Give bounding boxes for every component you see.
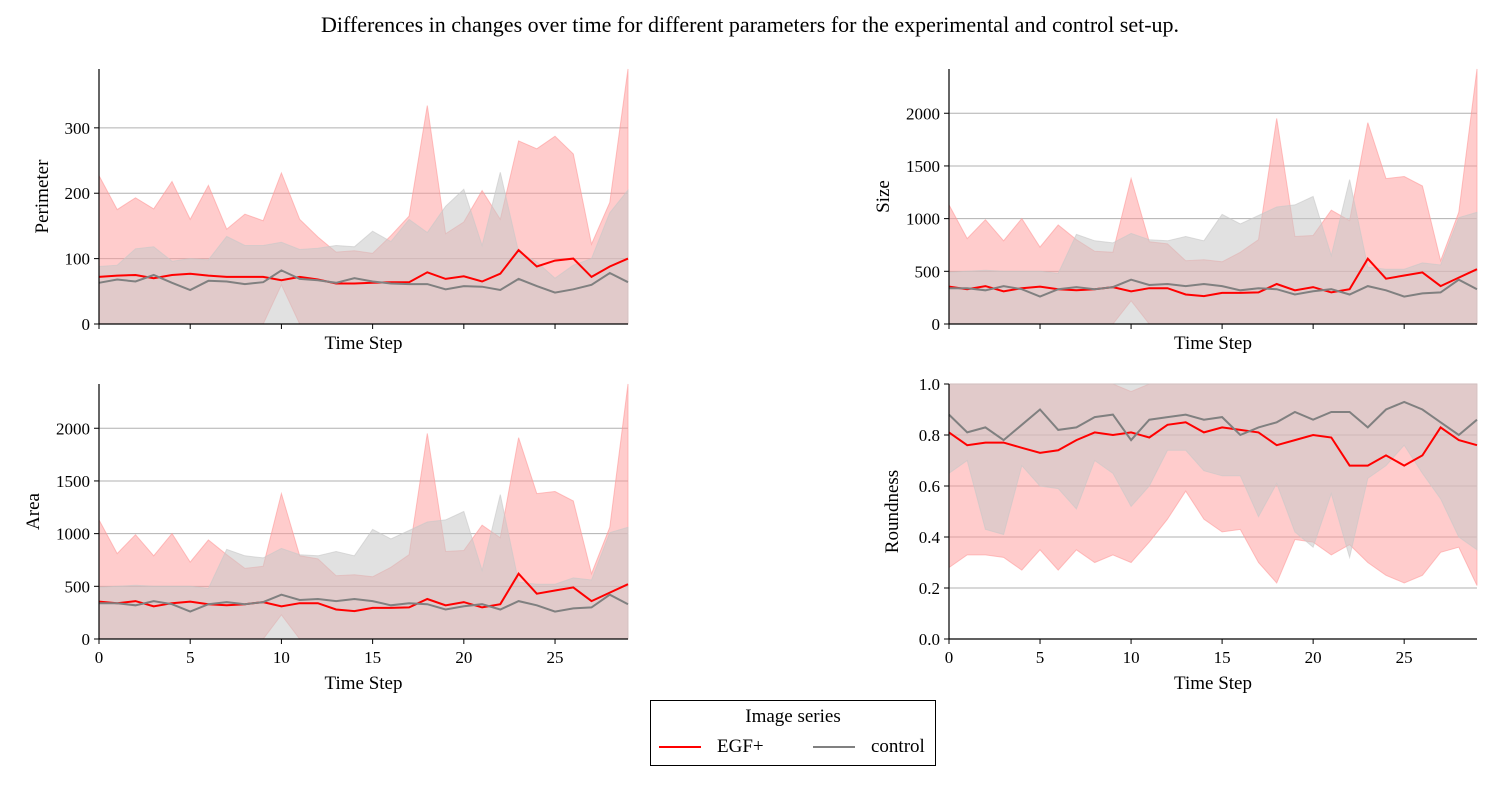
- legend-title: Image series: [745, 706, 841, 727]
- series-line-control: [99, 593, 629, 613]
- y-tick-label: 100: [65, 250, 91, 269]
- legend-label-control: control: [871, 736, 925, 757]
- series-line-egf: [948, 421, 1478, 467]
- y-tick-label: 0.0: [919, 630, 940, 649]
- x-tick-label: 25: [547, 648, 564, 667]
- series-line-control: [948, 400, 1478, 442]
- y-tick-label: 1500: [906, 157, 940, 176]
- legend: Image series EGF+ control: [650, 700, 936, 766]
- x-tick-label: 5: [1036, 648, 1045, 667]
- legend-label-egf: EGF+: [717, 736, 764, 757]
- y-axis-label: Perimeter: [32, 159, 53, 234]
- y-tick-label: 1.0: [919, 375, 940, 394]
- legend-entry-control: control: [813, 736, 933, 758]
- x-tick-label: 10: [1123, 648, 1140, 667]
- subplot-roundness: 0.0 0.2 0.4 0.6 0.8 1.0 0 5 10 15 20 25 Time Step Rou…: [882, 375, 1478, 694]
- x-tick-label: 0: [95, 648, 104, 667]
- series-line-egf: [98, 248, 629, 285]
- y-tick-label: 0: [82, 630, 91, 649]
- subplot-perimeter: 0 100 200 300 Time Step Perimeter: [32, 68, 629, 354]
- y-axis-label: Size: [873, 180, 894, 213]
- legend-swatch-control: [813, 746, 855, 748]
- x-axis-label: Time Step: [325, 333, 403, 354]
- band-control: [948, 383, 1478, 560]
- y-tick-label: 0: [82, 315, 91, 334]
- y-tick-label: 0.8: [919, 426, 940, 445]
- y-axis-label: Roundness: [882, 470, 903, 553]
- series-line-control: [98, 269, 629, 294]
- y-tick-label: 0.2: [919, 579, 940, 598]
- y-tick-label: 0.4: [919, 528, 941, 547]
- y-tick-label: 500: [915, 262, 941, 281]
- x-tick-label: 15: [364, 648, 381, 667]
- figure-title: Differences in changes over time for dif…: [320, 12, 1180, 37]
- subplot-area: 0 500 1000 1500 2000 0 5 10 15 20 25 Time Step Area: [23, 383, 629, 694]
- x-tick-label: 25: [1396, 648, 1413, 667]
- y-tick-label: 1000: [56, 525, 90, 544]
- legend-entry-egf: EGF+: [659, 736, 799, 758]
- x-tick-label: 15: [1214, 648, 1231, 667]
- series-line-egf: [98, 572, 629, 613]
- x-axis-label: Time Step: [1174, 673, 1252, 694]
- y-tick-label: 1000: [906, 210, 940, 229]
- y-tick-label: 1500: [56, 472, 90, 491]
- x-axis-label: Time Step: [325, 673, 403, 694]
- x-tick-label: 10: [273, 648, 290, 667]
- y-tick-label: 2000: [56, 419, 90, 438]
- y-tick-label: 200: [65, 184, 91, 203]
- y-tick-label: 0.6: [919, 477, 940, 496]
- y-tick-label: 0: [932, 315, 941, 334]
- y-tick-label: 2000: [906, 104, 940, 123]
- x-tick-label: 5: [186, 648, 195, 667]
- y-axis-label: Area: [23, 492, 44, 529]
- legend-swatch-egf: [659, 746, 701, 748]
- y-tick-label: 300: [65, 119, 91, 138]
- x-axis-label: Time Step: [1174, 333, 1252, 354]
- subplot-size: 0 500 1000 1500 2000 Time Step Size: [873, 68, 1478, 354]
- y-tick-label: 500: [65, 577, 91, 596]
- series-line-control: [949, 278, 1478, 298]
- series-line-egf: [948, 257, 1478, 298]
- x-tick-label: 0: [945, 648, 954, 667]
- x-tick-label: 20: [1305, 648, 1322, 667]
- x-tick-label: 20: [455, 648, 472, 667]
